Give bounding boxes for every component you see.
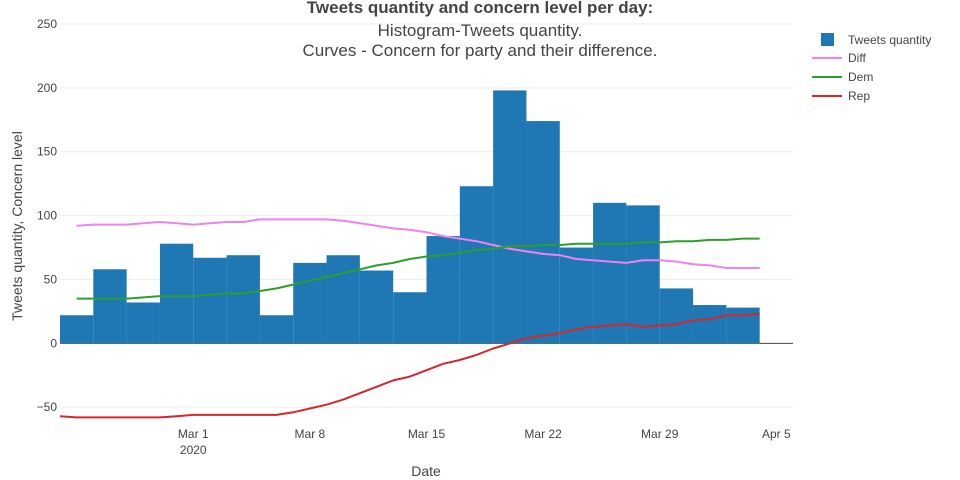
y-axis-title: Tweets quantity, Concern level — [9, 131, 25, 321]
y-tick-label: 200 — [37, 81, 57, 95]
histogram-bar — [526, 121, 560, 344]
x-tick-sublabel: 2020 — [180, 443, 207, 457]
x-tick-label: Mar 29 — [641, 427, 679, 441]
legend-label-tweets-quantity: Tweets quantity — [848, 33, 931, 47]
legend-label-dem: Dem — [848, 70, 873, 84]
x-tick-label: Mar 8 — [295, 427, 326, 441]
y-tick-label: 100 — [37, 209, 57, 223]
histogram-bar — [459, 186, 494, 344]
legend: Tweets quantity Diff Dem Rep — [812, 33, 931, 103]
x-tick-label: Mar 22 — [524, 427, 562, 441]
histogram-bar — [226, 255, 260, 344]
histogram-bar — [193, 257, 227, 344]
histogram-bar — [293, 262, 327, 344]
histogram-bar — [493, 90, 527, 344]
legend-swatch-tweets-quantity — [821, 33, 834, 46]
histogram-bar — [126, 302, 160, 344]
legend-label-rep: Rep — [848, 89, 870, 103]
histogram-bar — [726, 307, 760, 344]
histogram-bar — [626, 205, 660, 344]
histogram-bar — [659, 288, 694, 344]
histogram-bar — [259, 315, 294, 344]
y-axis-ticks: −50 0 50 100 150 200 250 — [37, 17, 58, 414]
series-lines — [59, 218, 760, 419]
series-line-rep — [59, 313, 760, 419]
histogram-bar — [60, 315, 94, 344]
x-axis-title: Date — [411, 463, 441, 479]
y-tick-label: 0 — [50, 336, 57, 350]
chart-subtitle-2: Curves - Concern for party and their dif… — [303, 41, 658, 60]
series-line-diff — [76, 218, 760, 269]
histogram-bar — [393, 292, 427, 344]
histogram-bar — [359, 270, 394, 344]
x-axis-ticks: Mar 1 2020 Mar 8 Mar 15 Mar 22 Mar 29 Apr 5 — [178, 427, 791, 457]
histogram-bar — [326, 255, 360, 344]
histogram-bar — [426, 236, 460, 344]
x-tick-label: Mar 1 — [178, 427, 209, 441]
legend-label-diff: Diff — [848, 51, 866, 65]
histogram-bar — [159, 243, 194, 344]
y-tick-label: 50 — [44, 272, 58, 286]
chart-subtitle-1: Histogram-Tweets quantity. — [378, 21, 583, 40]
y-tick-label: 250 — [37, 17, 57, 31]
x-tick-label: Apr 5 — [762, 427, 791, 441]
histogram-bar — [593, 202, 627, 344]
histogram-bars — [60, 90, 760, 344]
series-line-dem — [76, 237, 760, 300]
x-tick-label: Mar 15 — [408, 427, 446, 441]
grid — [60, 23, 793, 408]
histogram-bar — [693, 305, 727, 344]
chart-title: Tweets quantity and concern level per da… — [307, 0, 653, 17]
y-tick-label: 150 — [37, 145, 57, 159]
histogram-bar — [93, 269, 127, 344]
y-tick-label: −50 — [37, 400, 58, 414]
